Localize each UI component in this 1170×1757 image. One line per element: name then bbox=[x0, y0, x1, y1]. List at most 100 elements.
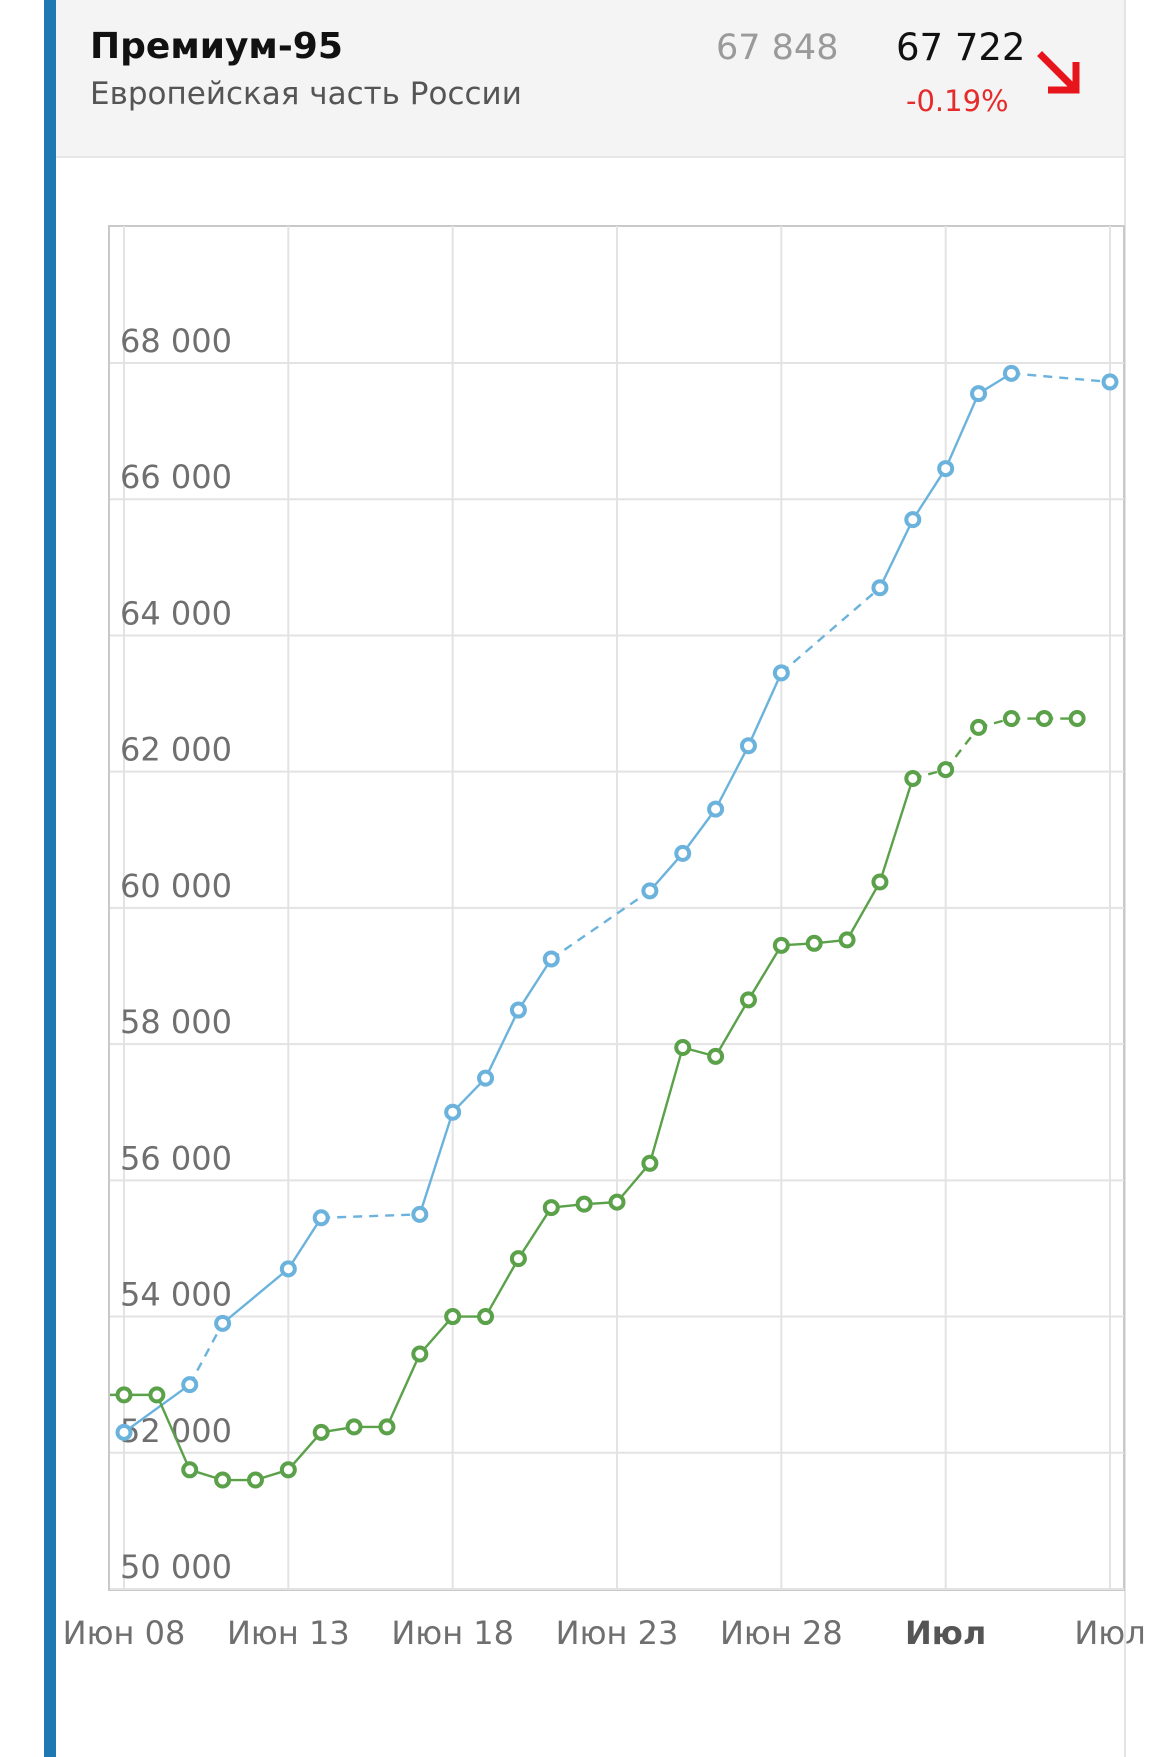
y-tick-label: 64 000 bbox=[120, 594, 232, 632]
data-point[interactable] bbox=[641, 1154, 659, 1172]
data-point[interactable] bbox=[214, 1471, 232, 1489]
accent-bar bbox=[44, 0, 56, 1757]
data-point[interactable] bbox=[674, 1039, 692, 1057]
data-point[interactable] bbox=[542, 950, 560, 968]
data-point[interactable] bbox=[970, 385, 988, 403]
data-point[interactable] bbox=[477, 1069, 495, 1087]
data-point[interactable] bbox=[1002, 710, 1020, 728]
data-point[interactable] bbox=[444, 1103, 462, 1121]
card-header: Премиум-95 Европейская часть России 67 8… bbox=[56, 0, 1124, 158]
series-gap-segment bbox=[944, 726, 980, 771]
x-tick-label: Июл bbox=[905, 1614, 986, 1652]
data-point[interactable] bbox=[181, 1376, 199, 1394]
y-tick-label: 60 000 bbox=[120, 867, 232, 905]
data-point[interactable] bbox=[312, 1209, 330, 1227]
current-price: 67 722 bbox=[896, 26, 1026, 69]
data-point[interactable] bbox=[707, 800, 725, 818]
data-point[interactable] bbox=[477, 1308, 495, 1326]
series-gap-segment bbox=[1011, 372, 1111, 384]
data-point[interactable] bbox=[1035, 710, 1053, 728]
data-point[interactable] bbox=[641, 882, 659, 900]
data-point[interactable] bbox=[279, 1461, 297, 1479]
data-point[interactable] bbox=[509, 1001, 527, 1019]
fuel-title: Премиум-95 bbox=[90, 26, 343, 67]
x-tick-label: Июн 08 bbox=[63, 1614, 186, 1652]
data-point[interactable] bbox=[411, 1205, 429, 1223]
x-gridlines bbox=[123, 226, 1111, 1590]
y-tick-label: 68 000 bbox=[120, 322, 232, 360]
x-tick-label: Июн 23 bbox=[556, 1614, 679, 1652]
y-tick-label: 54 000 bbox=[120, 1276, 232, 1314]
y-tick-label: 50 000 bbox=[120, 1548, 232, 1586]
data-point[interactable] bbox=[115, 1423, 133, 1441]
series-segment bbox=[517, 1206, 553, 1260]
series-segment bbox=[123, 1383, 191, 1434]
series-segment bbox=[944, 393, 980, 470]
data-point[interactable] bbox=[542, 1199, 560, 1217]
series-1 bbox=[110, 710, 1086, 1489]
data-point[interactable] bbox=[279, 1260, 297, 1278]
data-point[interactable] bbox=[148, 1386, 166, 1404]
data-point[interactable] bbox=[312, 1423, 330, 1441]
data-point[interactable] bbox=[1002, 364, 1020, 382]
price-change-percent: -0.19% bbox=[906, 84, 1009, 118]
series-gap-segment bbox=[321, 1213, 420, 1219]
x-tick-label: Июл bbox=[1074, 1614, 1145, 1652]
series-segment bbox=[714, 745, 750, 810]
data-point[interactable] bbox=[115, 1386, 133, 1404]
data-point[interactable] bbox=[575, 1195, 593, 1213]
data-point[interactable] bbox=[838, 931, 856, 949]
data-point[interactable] bbox=[444, 1308, 462, 1326]
data-point[interactable] bbox=[772, 664, 790, 682]
previous-price: 67 848 bbox=[716, 28, 839, 68]
y-tick-label: 58 000 bbox=[120, 1003, 232, 1041]
y-tick-label: 62 000 bbox=[120, 731, 232, 769]
data-point[interactable] bbox=[509, 1250, 527, 1268]
data-point[interactable] bbox=[608, 1193, 626, 1211]
y-tick-label: 56 000 bbox=[120, 1139, 232, 1177]
data-point[interactable] bbox=[937, 761, 955, 779]
series-segment bbox=[846, 881, 881, 941]
series-segment bbox=[287, 1217, 323, 1270]
data-point[interactable] bbox=[378, 1418, 396, 1436]
data-point[interactable] bbox=[181, 1461, 199, 1479]
data-point[interactable] bbox=[772, 936, 790, 954]
data-point[interactable] bbox=[1068, 710, 1086, 728]
data-point[interactable] bbox=[970, 718, 988, 736]
region-subtitle: Европейская часть России bbox=[90, 76, 522, 112]
series-segment bbox=[385, 1353, 421, 1428]
x-tick-label: Июн 28 bbox=[720, 1614, 843, 1652]
series-segment bbox=[484, 1009, 520, 1079]
series-segment bbox=[714, 999, 750, 1057]
data-point[interactable] bbox=[411, 1345, 429, 1363]
data-point[interactable] bbox=[739, 991, 757, 1009]
series-segment bbox=[878, 778, 914, 883]
data-point[interactable] bbox=[1101, 373, 1119, 391]
series-segment bbox=[911, 467, 947, 521]
data-point[interactable] bbox=[739, 737, 757, 755]
data-point[interactable] bbox=[871, 579, 889, 597]
series-segment bbox=[221, 1267, 290, 1325]
data-point[interactable] bbox=[805, 934, 823, 952]
data-point[interactable] bbox=[707, 1047, 725, 1065]
series-segment bbox=[155, 1394, 191, 1471]
series-segment bbox=[648, 1047, 684, 1164]
y-tick-label: 66 000 bbox=[120, 458, 232, 496]
data-point[interactable] bbox=[214, 1314, 232, 1332]
data-point[interactable] bbox=[246, 1471, 264, 1489]
data-point[interactable] bbox=[674, 844, 692, 862]
data-point[interactable] bbox=[904, 769, 922, 787]
data-point[interactable] bbox=[345, 1418, 363, 1436]
series-gap-segment bbox=[550, 889, 651, 960]
series-gap-segment bbox=[188, 1322, 224, 1386]
series-segment bbox=[484, 1258, 520, 1318]
data-point[interactable] bbox=[904, 511, 922, 529]
data-point[interactable] bbox=[937, 460, 955, 478]
series-segment bbox=[517, 958, 553, 1011]
series-0 bbox=[115, 364, 1119, 1441]
series-segment bbox=[681, 808, 717, 855]
series-layer bbox=[110, 364, 1119, 1489]
data-point[interactable] bbox=[871, 873, 889, 891]
series-segment bbox=[747, 672, 783, 747]
